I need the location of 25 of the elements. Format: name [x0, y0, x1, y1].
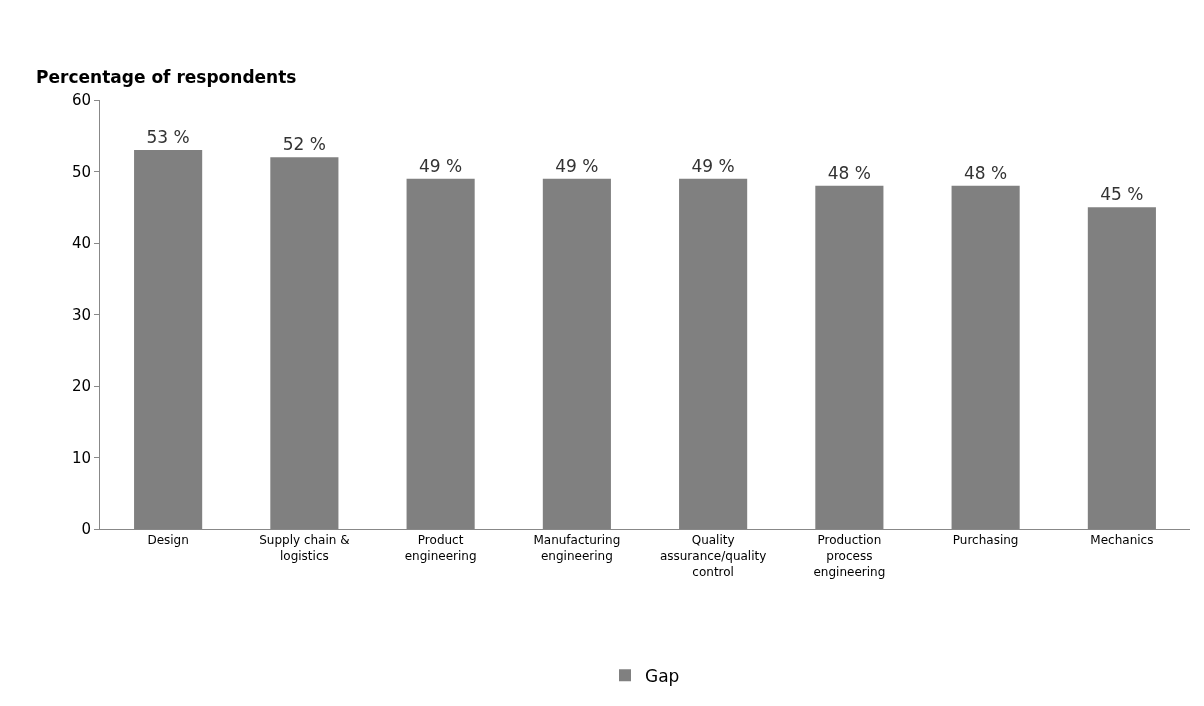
y-tick-label: 0: [81, 520, 91, 539]
x-tick-label: Purchasing: [952, 533, 1019, 548]
y-tick-label: 20: [71, 377, 91, 396]
y-tick-label: 40: [71, 234, 91, 253]
x-tick-label: Product engineering: [404, 533, 477, 563]
y-tick-label: 10: [71, 448, 91, 467]
y-tick-label: 50: [71, 162, 91, 181]
x-tick-label: Manufacturing engineering: [533, 533, 621, 563]
data-label: 53 %: [146, 127, 190, 148]
x-tick-label: Design: [147, 533, 189, 548]
data-label: 49 %: [555, 155, 599, 176]
x-tick-label: Supply chain & logistics: [259, 533, 350, 563]
x-tick-label: Quality assurance/quality control: [659, 533, 767, 579]
data-label: 48 %: [827, 162, 871, 183]
data-label: 49 %: [419, 155, 463, 176]
data-label: 49 %: [691, 155, 735, 176]
data-label: 48 %: [964, 162, 1008, 183]
y-tick-label: 30: [71, 305, 91, 324]
x-tick-label: Production process engineering: [813, 533, 886, 579]
data-label: 52 %: [282, 134, 326, 155]
chart-title: Percentage of respondents: [36, 66, 297, 87]
data-label: 45 %: [1100, 184, 1144, 205]
y-tick-label: 60: [71, 91, 91, 110]
legend-label: Gap: [645, 665, 680, 686]
x-tick-label: Mechanics: [1090, 533, 1154, 548]
